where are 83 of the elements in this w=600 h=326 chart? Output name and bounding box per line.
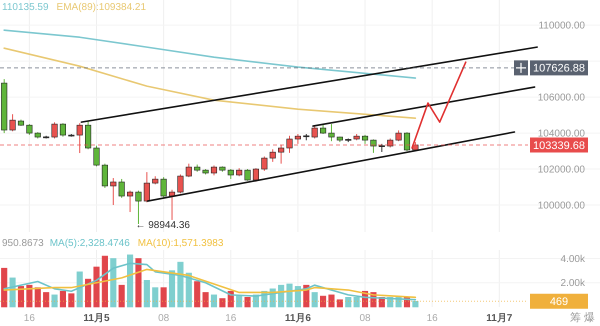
- bar: [286, 284, 293, 308]
- bar: [51, 294, 58, 308]
- x-tick-label: 11月6: [284, 313, 312, 324]
- ref-line-label: 469: [550, 296, 568, 308]
- bar: [244, 297, 251, 308]
- text: EMA(89):109384.21: [56, 2, 146, 13]
- series-label: MA(5):2,328.4746: [50, 238, 130, 249]
- x-tick-label: 08: [359, 313, 372, 324]
- candlestick: [261, 156, 268, 172]
- candlestick: [118, 178, 125, 198]
- bar: [144, 280, 150, 308]
- bar: [68, 293, 74, 308]
- bar: [412, 301, 418, 308]
- ref-line-label: 107626.88: [533, 62, 585, 75]
- y-tick-label: 110000.00: [538, 20, 586, 32]
- bar: [219, 298, 226, 308]
- x-tick-label: 16: [24, 313, 36, 324]
- bar: [202, 292, 209, 308]
- bar: [127, 254, 134, 308]
- text: MA(10):1,571.3983: [138, 238, 224, 249]
- candlestick: [404, 132, 410, 152]
- y-tick-label: 106000.00: [538, 92, 586, 104]
- candlestick: [102, 163, 108, 188]
- bar: [110, 258, 116, 308]
- bar: [118, 284, 125, 308]
- bar: [320, 296, 326, 308]
- candlestick: [110, 178, 116, 206]
- candlestick: [60, 122, 66, 138]
- text: 950.8673: [2, 238, 44, 249]
- bar: [152, 287, 158, 308]
- bar: [194, 281, 200, 308]
- bar: [135, 258, 142, 308]
- candlestick: [93, 145, 100, 167]
- bar: [168, 270, 176, 308]
- y-tick-label: 100000.00: [538, 200, 586, 212]
- x-tick-label: 11月7: [486, 313, 513, 324]
- y-tick-label: 2.00k: [560, 278, 586, 290]
- bar: [26, 284, 32, 308]
- x-tick-label: 16: [225, 313, 237, 324]
- x-tick-label: 11月5: [83, 313, 110, 324]
- annotation: ← 98944.36: [135, 220, 190, 232]
- candlestick: [135, 190, 142, 225]
- candlestick: [210, 164, 218, 176]
- bar: [354, 297, 360, 308]
- bar: [210, 294, 218, 308]
- candlestick: [396, 130, 402, 142]
- bar: [43, 292, 50, 308]
- candlestick: [85, 120, 92, 150]
- candlestick: [177, 174, 184, 194]
- candlestick: [186, 163, 192, 178]
- y-tick-label: 102000.00: [538, 164, 586, 176]
- candlestick: [51, 122, 58, 139]
- bar: [236, 296, 242, 308]
- bar: [312, 292, 318, 308]
- candlestick: [144, 172, 150, 203]
- candlestick: [312, 125, 318, 139]
- text: 筹 爆: [570, 312, 595, 324]
- bar: [160, 287, 167, 308]
- candlestick: [10, 114, 16, 132]
- candlestick: [228, 168, 234, 180]
- bar: [186, 272, 192, 308]
- bar: [336, 299, 343, 308]
- bar: [76, 272, 83, 308]
- candlestick: [168, 189, 176, 220]
- bar: [93, 266, 100, 308]
- bar: [1, 268, 8, 308]
- candlestick: [328, 124, 335, 142]
- bar: [328, 294, 335, 308]
- bar: [18, 286, 24, 308]
- bar: [102, 256, 108, 308]
- candlestick: [160, 176, 167, 198]
- candlestick: [270, 148, 276, 162]
- y-tick-label: 104000.00: [538, 128, 586, 140]
- x-tick-label: 16: [426, 313, 438, 324]
- candlestick: [26, 124, 32, 136]
- y-tick-label: 4.00k: [560, 254, 586, 265]
- bar: [177, 262, 184, 308]
- series-label: 110135.59: [2, 2, 49, 13]
- bar: [345, 297, 352, 308]
- x-tick-label: 08: [158, 313, 170, 324]
- ref-line-label: 103339.68: [533, 140, 585, 152]
- candlestick: [127, 190, 134, 213]
- bar: [60, 290, 66, 308]
